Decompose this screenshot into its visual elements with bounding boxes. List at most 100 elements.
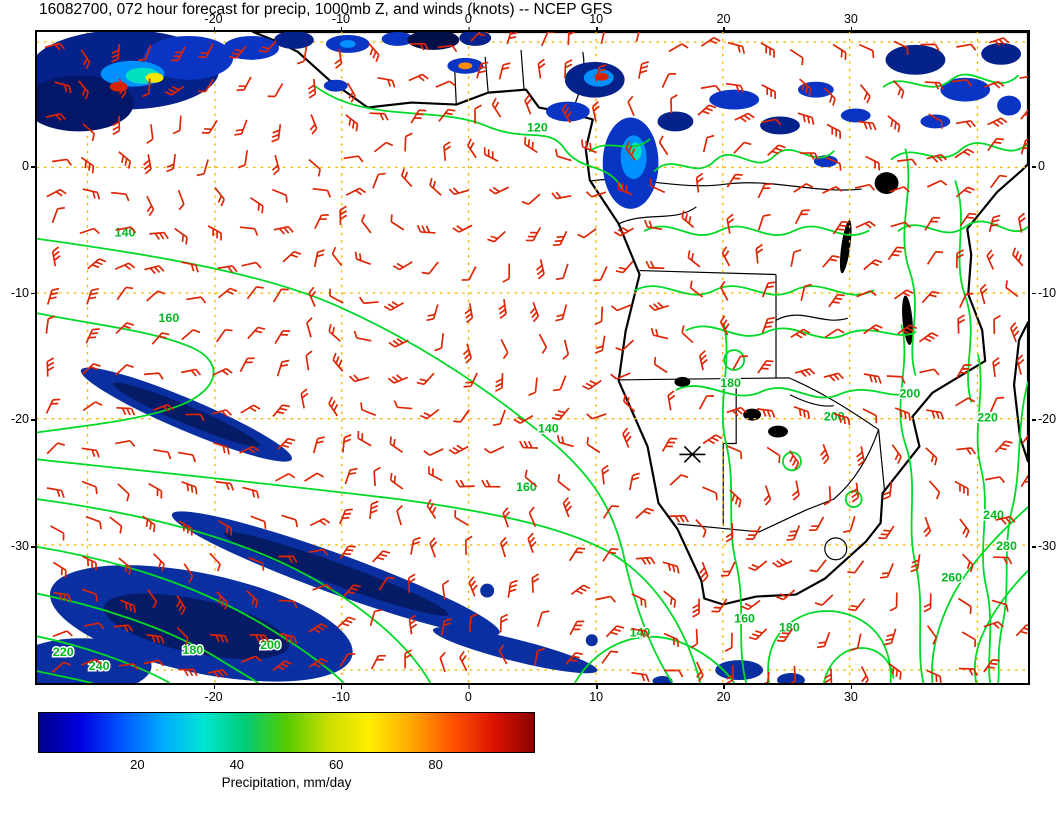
wind-barb (538, 333, 548, 354)
wind-barb (816, 632, 831, 649)
wind-barb (153, 448, 172, 460)
wind-barb (858, 120, 877, 131)
wind-barb (850, 482, 860, 503)
axis-right-tick: 0 (1032, 159, 1045, 174)
wind-barb (561, 103, 572, 124)
wind-barb (313, 249, 325, 268)
station-marker (679, 445, 706, 463)
wind-barb (918, 332, 939, 343)
wind-barb (702, 134, 715, 153)
wind-barb (337, 616, 356, 629)
wind-barb (312, 436, 325, 454)
wind-barb (170, 46, 186, 62)
wind-barb (889, 186, 910, 193)
wind-barb (661, 437, 678, 452)
wind-barb (198, 43, 214, 58)
okavango-pan (743, 408, 762, 421)
wind-barb (152, 553, 165, 572)
wind-barb (500, 536, 508, 558)
wind-barb (854, 183, 876, 191)
wind-barb (215, 328, 233, 343)
wind-barb (118, 78, 127, 99)
wind-barb (273, 225, 294, 235)
wind-barb (372, 550, 391, 563)
wind-barb (669, 514, 690, 523)
contour-label: 260 (941, 571, 962, 585)
wind-barb (961, 631, 977, 647)
wind-barb (468, 613, 478, 632)
wind-barb (794, 209, 810, 225)
wind-barb (615, 339, 635, 352)
wind-barb (377, 76, 396, 88)
wind-barb (761, 84, 777, 99)
axis-bottom-tick: -10 (331, 685, 350, 704)
wind-barb (435, 80, 456, 88)
axis-left-tick: -20 (5, 412, 35, 426)
wind-barb (923, 516, 932, 538)
wind-barb (961, 553, 974, 573)
wind-barb (115, 364, 134, 376)
wind-barb (581, 139, 597, 154)
wind-barb (567, 32, 577, 45)
wind-barb (681, 325, 694, 344)
wind-barb (345, 114, 359, 132)
madagascar-coastline (1012, 321, 1028, 463)
wind-barb (369, 500, 379, 519)
wind-barb (955, 186, 975, 198)
contour-label: 180 (182, 643, 203, 657)
wind-barb (112, 115, 121, 136)
wind-barb (211, 409, 232, 417)
wind-barb (635, 556, 656, 565)
wind-barb (172, 115, 182, 135)
longitude-axis-top: -20 -10 0 10 20 30 (35, 12, 1030, 31)
wind-barb (236, 76, 252, 91)
wind-barb (180, 368, 202, 377)
wind-barb (531, 573, 540, 593)
wind-barb (84, 622, 105, 630)
wind-barb (832, 220, 850, 235)
wind-barb (207, 225, 222, 241)
wind-barb (928, 113, 943, 129)
wind-barb (185, 413, 205, 422)
wind-barb (248, 556, 265, 571)
wind-barb (181, 261, 199, 273)
lake-tanganyika (839, 220, 852, 274)
wind-barb (272, 188, 288, 203)
wind-barb (644, 219, 663, 231)
africa-landmass (252, 32, 1028, 606)
wind-barb (45, 398, 61, 414)
country-borders (453, 49, 886, 533)
wind-barb (669, 474, 689, 486)
wind-barb (797, 112, 815, 125)
wind-barb (601, 650, 619, 664)
wind-barb (339, 652, 356, 668)
wind-barb (271, 154, 280, 176)
wind-barb (823, 87, 836, 106)
wind-barb (756, 408, 776, 418)
wind-barb (772, 558, 793, 568)
wind-barb (786, 525, 801, 541)
wind-barb (1020, 106, 1028, 120)
wind-barb (282, 250, 302, 263)
wind-barb (699, 561, 709, 583)
wind-barb (822, 255, 840, 268)
wind-barb (793, 405, 811, 420)
wind-barb (983, 621, 1004, 629)
wind-barb (667, 390, 676, 411)
wind-barb (987, 117, 1008, 127)
wind-barb (272, 404, 290, 417)
wind-barb (776, 628, 794, 642)
axis-left-tick: 0 (5, 159, 35, 173)
wind-barb (663, 590, 677, 608)
wind-barb (525, 227, 542, 242)
wind-barb (689, 280, 704, 298)
axis-top-tick: -10 (331, 12, 350, 31)
wind-barb (276, 359, 290, 377)
wind-barb (926, 153, 947, 163)
wind-barb (859, 84, 871, 104)
wind-barb (498, 299, 507, 319)
wind-barb (309, 517, 331, 527)
wind-barb (175, 595, 186, 616)
wind-barb (847, 560, 865, 574)
wind-barb (470, 32, 489, 42)
